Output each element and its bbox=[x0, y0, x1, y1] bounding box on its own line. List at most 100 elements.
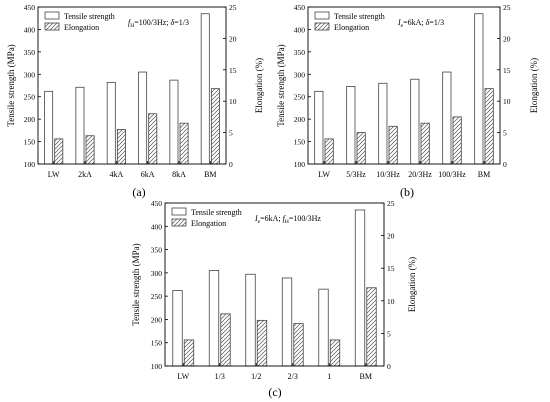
x-tick-label: LW bbox=[48, 170, 60, 179]
x-tick-label: BM bbox=[478, 170, 490, 179]
bar-elongation bbox=[256, 319, 268, 367]
bar-elongation bbox=[179, 122, 189, 165]
annotation-part: =1/3 bbox=[429, 18, 444, 27]
chart-panel-1: LW 2kA 4kA 6kA 8kA BM100150200250300350400450… bbox=[6, 3, 264, 199]
y-tick-label: 200 bbox=[294, 115, 306, 124]
annotation-part: e bbox=[258, 219, 261, 225]
y-tick-label: 400 bbox=[294, 25, 306, 34]
x-tick-label: 10/3Hz bbox=[376, 170, 400, 179]
y-axis-label: Tensile strength (MPa) bbox=[6, 44, 16, 126]
y-right-tick-label: 15 bbox=[503, 66, 511, 75]
bar-tensile-strength bbox=[378, 82, 388, 165]
annotation-text: Ie=6kA; fH=100/3Hz bbox=[254, 214, 321, 225]
y-tick-label: 450 bbox=[24, 3, 36, 12]
bar-tensile-strength bbox=[318, 288, 329, 367]
annotation-part: f bbox=[128, 18, 132, 27]
bar-tensile-strength bbox=[138, 71, 148, 165]
annotation-part: =100/3Hz bbox=[289, 214, 322, 223]
bar-elongation bbox=[329, 339, 341, 367]
bar-tensile-strength bbox=[474, 13, 484, 165]
bar-elongation bbox=[210, 88, 220, 165]
x-tick-label: 100/3Hz bbox=[438, 170, 466, 179]
annotation-part: f bbox=[283, 214, 287, 223]
bar-tensile-strength bbox=[169, 79, 179, 165]
legend-swatch-tensile-strength bbox=[44, 11, 60, 20]
x-tick-label: LW bbox=[318, 170, 330, 179]
y-tick-label: 300 bbox=[294, 70, 306, 79]
y-tick-label: 350 bbox=[24, 48, 36, 57]
panel-label: (b) bbox=[400, 185, 414, 199]
y-right-tick-label: 0 bbox=[387, 362, 391, 371]
annotation-part: e bbox=[401, 23, 404, 29]
legend-swatch-tensile-strength bbox=[314, 11, 330, 20]
y-right-tick-label: 5 bbox=[387, 329, 391, 338]
annotation-part: =6kA; bbox=[403, 18, 426, 27]
y-tick-label: 150 bbox=[151, 339, 163, 348]
y-tick-label: 350 bbox=[294, 48, 306, 57]
bar-tensile-strength bbox=[75, 86, 85, 165]
bar-tensile-strength bbox=[44, 90, 54, 165]
y-tick-label: 300 bbox=[151, 269, 163, 278]
y-axis-label: Tensile strength (MPa) bbox=[276, 44, 286, 126]
annotation-part: δ bbox=[426, 18, 430, 27]
plot-frame bbox=[37, 6, 227, 165]
annotation-part: =1/3 bbox=[174, 18, 189, 27]
bar-tensile-strength bbox=[442, 71, 452, 165]
annotation-part: H bbox=[130, 23, 134, 29]
legend-label-elongation: Elongation bbox=[191, 219, 226, 228]
x-tick-label: 4kA bbox=[109, 170, 123, 179]
x-tick-label: 1/2 bbox=[251, 372, 261, 381]
x-tick-label: 5/3Hz bbox=[346, 170, 366, 179]
legend-label-elongation: Elongation bbox=[64, 23, 99, 32]
y-tick-label: 450 bbox=[294, 3, 306, 12]
bar-tensile-strength bbox=[208, 270, 220, 367]
y-tick-label: 100 bbox=[24, 160, 36, 169]
y-right-tick-label: 0 bbox=[503, 160, 507, 169]
y-tick-label: 400 bbox=[24, 25, 36, 34]
y-right-tick-label: 15 bbox=[387, 264, 395, 273]
y-right-tick-label: 20 bbox=[503, 34, 511, 43]
legend-label-tensile-strength: Tensile strength bbox=[64, 12, 115, 21]
bar-elongation bbox=[85, 135, 95, 165]
annotation-part: δ bbox=[171, 18, 175, 27]
y-tick-label: 450 bbox=[151, 199, 163, 208]
x-tick-label: 2kA bbox=[78, 170, 92, 179]
legend-swatch-elongation bbox=[171, 218, 187, 227]
x-tick-label: 8kA bbox=[172, 170, 186, 179]
x-tick-label: 1/3 bbox=[215, 372, 225, 381]
chart-panel-3: LW 1/3 1/2 2/3 1 BM 100 150 200 250 300 350 400 450 0 5… bbox=[131, 199, 417, 399]
y-axis-label: Tensile strength (MPa) bbox=[131, 243, 141, 325]
legend-swatch-elongation bbox=[314, 22, 330, 31]
bar-elongation bbox=[484, 88, 494, 165]
bar-tensile-strength bbox=[172, 290, 183, 367]
annotation-part: =6kA; bbox=[260, 214, 283, 223]
legend-label-elongation: Elongation bbox=[334, 23, 369, 32]
y-right-tick-label: 5 bbox=[503, 129, 507, 138]
bar-elongation bbox=[293, 323, 304, 367]
x-tick-label: 2/3 bbox=[288, 372, 298, 381]
bar-tensile-strength bbox=[281, 277, 293, 367]
bar-elongation bbox=[324, 138, 334, 165]
chart-panel-2: LW 5/3Hz 10/3Hz 20/3Hz 100/3Hz BM100150200250… bbox=[276, 3, 539, 199]
y-tick-label: 250 bbox=[294, 93, 306, 102]
y-right-tick-label: 10 bbox=[229, 97, 237, 106]
annotation-part: I bbox=[254, 214, 258, 223]
y-tick-label: 350 bbox=[151, 246, 163, 255]
bar-elongation bbox=[356, 132, 366, 165]
y-right-axis-label: Elongation (%) bbox=[407, 257, 417, 312]
x-tick-label: 1 bbox=[327, 372, 331, 381]
legend-label-tensile-strength: Tensile strength bbox=[334, 12, 385, 21]
x-tick-label: 6kA bbox=[141, 170, 155, 179]
y-tick-label: 300 bbox=[24, 70, 36, 79]
bar-elongation bbox=[220, 313, 231, 367]
bar-tensile-strength bbox=[200, 13, 210, 165]
x-tick-label: 20/3Hz bbox=[408, 170, 432, 179]
y-tick-label: 100 bbox=[294, 160, 306, 169]
bar-tensile-strength bbox=[106, 81, 116, 165]
x-tick-label: BM bbox=[204, 170, 216, 179]
y-tick-label: 150 bbox=[294, 138, 306, 147]
y-tick-label: 100 bbox=[151, 362, 163, 371]
y-tick-label: 250 bbox=[151, 292, 163, 301]
bar-tensile-strength bbox=[410, 78, 420, 165]
